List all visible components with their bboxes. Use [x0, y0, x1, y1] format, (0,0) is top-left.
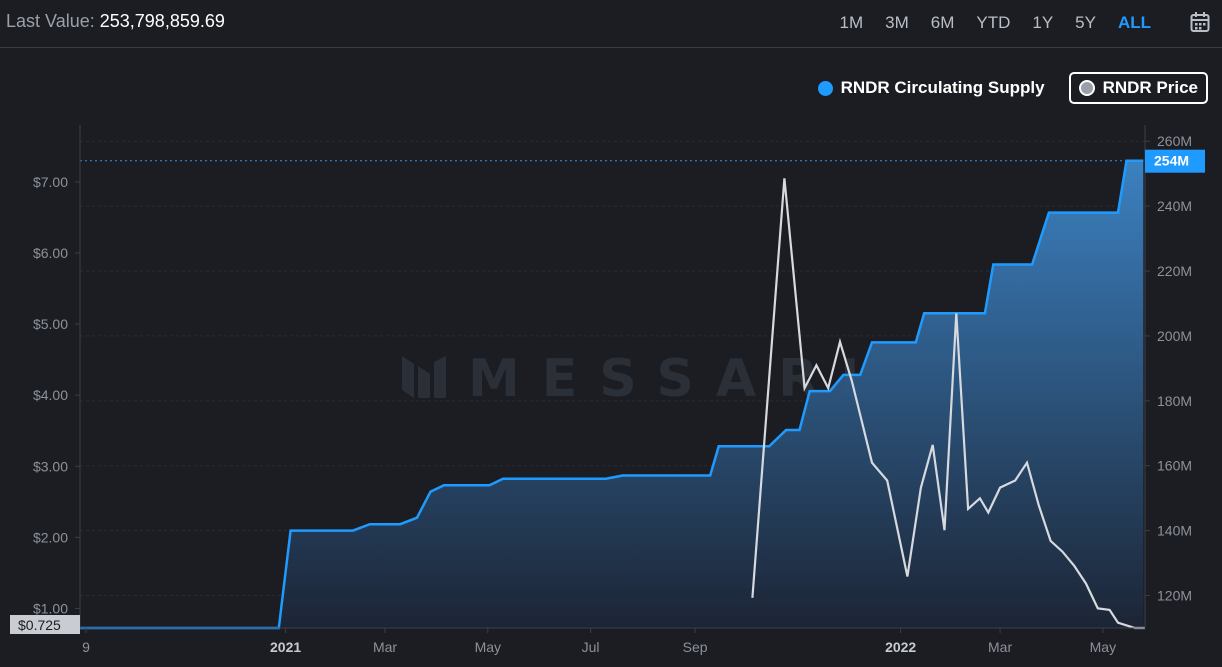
x-tick-label-0: 9: [82, 639, 90, 655]
legend-label-price: RNDR Price: [1102, 78, 1198, 97]
left-tick-label-1: $2.00: [33, 529, 68, 545]
watermark-text: MESSARI: [468, 349, 881, 409]
right-badge-bg: [1145, 149, 1205, 173]
last-value-number: 253,798,859.69: [99, 11, 225, 31]
chart-legend: RNDR Circulating Supply RNDR Price: [808, 72, 1208, 104]
price-line: [751, 178, 1145, 630]
left-badge-bg: [10, 615, 80, 634]
legend-item-price[interactable]: RNDR Price: [1068, 72, 1208, 104]
range-button-ytd[interactable]: YTD: [976, 13, 1011, 32]
right-tick-label-3: 180M: [1157, 393, 1192, 409]
x-tick-label-8: May: [1090, 639, 1116, 655]
right-tick-label-2: 160M: [1157, 458, 1192, 474]
left-tick-label-0: $1.00: [33, 600, 68, 616]
range-button-3m[interactable]: 3M: [885, 13, 909, 32]
left-tick-label-2: $3.00: [33, 458, 68, 474]
range-button-6m[interactable]: 6M: [930, 13, 955, 32]
x-tick-label-7: Mar: [988, 639, 1012, 655]
x-tick-label-6: 2022: [885, 639, 916, 655]
left-badge-label: $0.725: [18, 617, 61, 633]
x-tick-label-4: Jul: [582, 639, 600, 655]
time-range-selector: 1M 3M 6M YTD 1Y 5Y ALL: [828, 13, 1162, 33]
right-tick-label-5: 220M: [1157, 263, 1192, 279]
legend-label-supply: RNDR Circulating Supply: [840, 78, 1045, 97]
x-tick-label-5: Sep: [683, 639, 708, 655]
left-tick-label-6: $7.00: [33, 174, 68, 190]
left-tick-label-5: $6.00: [33, 245, 68, 261]
last-value-readout: Last Value: 253,798,859.69: [6, 11, 225, 32]
right-tick-label-0: 120M: [1157, 588, 1192, 604]
right-tick-label-4: 200M: [1157, 328, 1192, 344]
x-tick-label-1: 2021: [270, 639, 301, 655]
supply-area-fill: [80, 160, 1144, 628]
legend-dot-price: [1078, 80, 1095, 96]
right-tick-label-6: 240M: [1157, 198, 1192, 214]
range-button-1y[interactable]: 1Y: [1032, 13, 1054, 32]
range-button-5y[interactable]: 5Y: [1075, 13, 1096, 32]
price-line-series: [751, 178, 1146, 630]
calendar-icon[interactable]: [1190, 11, 1210, 33]
range-button-all[interactable]: ALL: [1117, 13, 1151, 32]
left-current-value-badge: $0.725: [10, 615, 80, 634]
legend-item-supply[interactable]: RNDR Circulating Supply: [808, 72, 1055, 104]
x-tick-label-3: May: [475, 639, 501, 655]
x-tick-label-2: Mar: [373, 639, 397, 655]
chart-toolbar: Last Value: 253,798,859.69 1M 3M 6M YTD …: [0, 0, 1222, 48]
range-button-1m[interactable]: 1M: [839, 13, 864, 32]
right-tick-label-1: 140M: [1157, 523, 1192, 539]
last-value-label: Last Value:: [6, 11, 95, 31]
legend-dot-supply: [817, 80, 833, 96]
right-badge-label: 254M: [1154, 153, 1189, 169]
axes: [79, 125, 1146, 629]
watermark-logo-icon: [402, 356, 446, 398]
right-tick-label-7: 260M: [1157, 133, 1192, 149]
left-tick-label-3: $4.00: [33, 387, 68, 403]
right-current-value-badge: 254M: [1145, 149, 1205, 173]
tick-labels: $1.00 $2.00 $3.00 $4.00 $5.00 $6.00 $7.00 120M 1…: [10, 133, 1205, 655]
left-tick-label-4: $5.00: [33, 316, 68, 332]
